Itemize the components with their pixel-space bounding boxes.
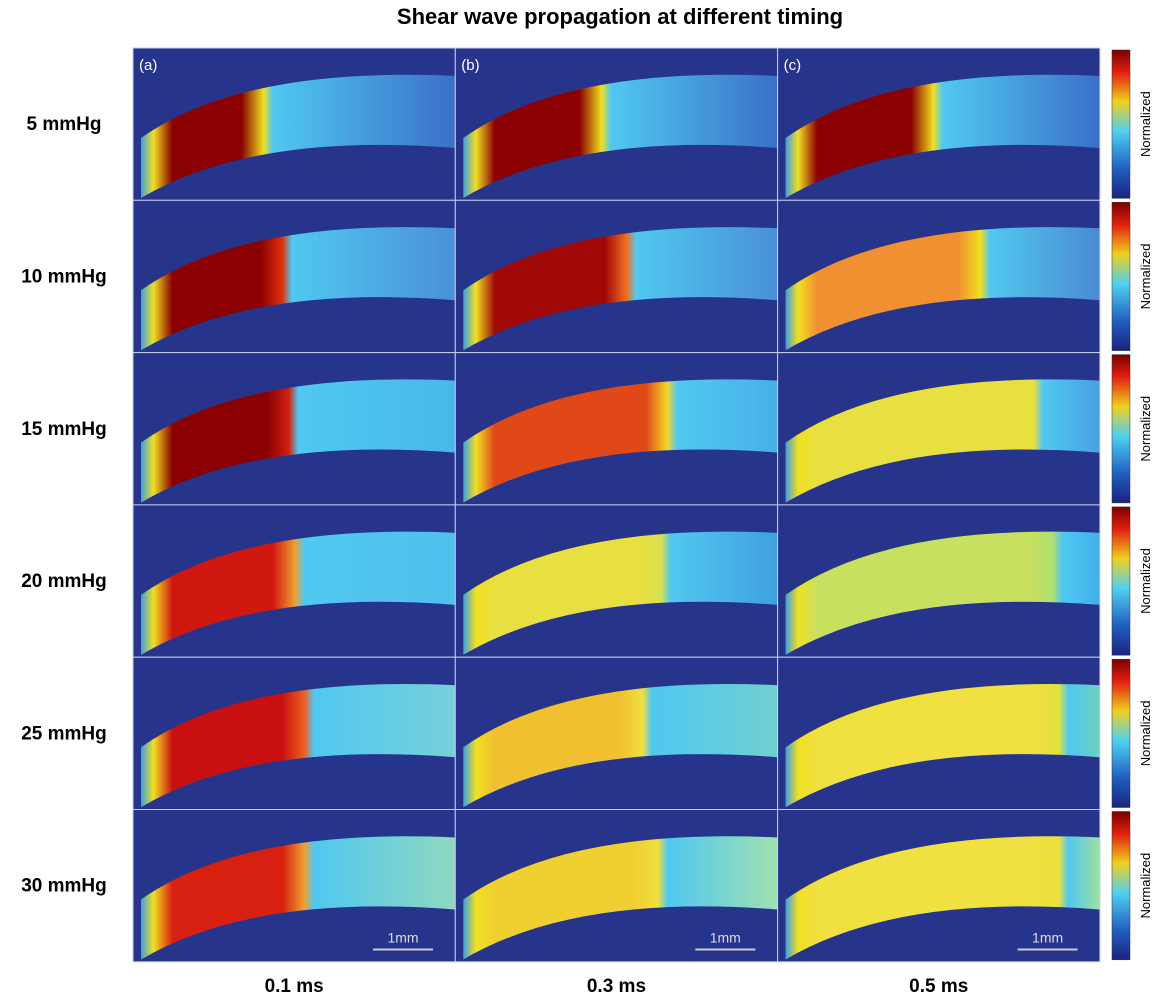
tissue-band	[463, 683, 778, 808]
row-label: 15 mmHg	[21, 419, 107, 440]
tissue-band	[785, 683, 1100, 808]
row-label: 5 mmHg	[27, 114, 102, 135]
panel	[777, 352, 1101, 506]
panel	[132, 504, 456, 658]
row-label: 10 mmHg	[21, 266, 107, 287]
panel-border	[777, 809, 1101, 963]
column-label: 0.5 ms	[909, 976, 968, 997]
colorbar-label: Normalized	[1138, 91, 1153, 157]
tissue-band	[785, 74, 1100, 198]
panel	[454, 504, 779, 658]
tissue-band	[141, 531, 456, 655]
panel	[454, 199, 779, 354]
panel: (b)	[454, 47, 779, 201]
colorbar-label: Normalized	[1138, 853, 1153, 919]
column-label: 0.1 ms	[265, 976, 324, 997]
colorbar	[1111, 202, 1131, 351]
column-label: 0.3 ms	[587, 976, 646, 997]
colorbar	[1111, 49, 1131, 199]
panel: 1mm	[777, 809, 1101, 963]
colorbar	[1111, 506, 1131, 656]
panel	[132, 656, 456, 811]
tissue-band	[463, 531, 778, 655]
row-label: 25 mmHg	[21, 723, 107, 744]
colorbar-label: Normalized	[1138, 244, 1153, 310]
row-label: 20 mmHg	[21, 571, 107, 592]
colorbar-label: Normalized	[1138, 700, 1153, 766]
colorbar-label: Normalized	[1138, 396, 1153, 462]
row-label: 30 mmHg	[21, 876, 107, 897]
tissue-band	[463, 227, 778, 351]
panel-label: (c)	[784, 57, 802, 74]
colorbar	[1111, 658, 1131, 808]
tissue-band	[463, 836, 778, 960]
panel: (c)	[777, 47, 1101, 201]
tissue-band	[141, 227, 456, 351]
tissue-band	[785, 836, 1100, 960]
panel	[777, 656, 1101, 811]
tissue-band	[785, 379, 1100, 503]
panel	[777, 504, 1101, 658]
tissue-band	[463, 74, 778, 198]
scale-bar-label: 1mm	[1032, 930, 1063, 946]
colorbar	[1111, 354, 1131, 504]
tissue-band	[141, 683, 456, 808]
panel	[454, 352, 779, 506]
panel: (a)	[132, 47, 456, 201]
scale-bar-label: 1mm	[387, 930, 418, 946]
panel	[132, 199, 456, 354]
colorbar	[1111, 811, 1131, 961]
tissue-band	[141, 379, 456, 503]
scale-bar-label: 1mm	[710, 930, 741, 946]
panel-label: (a)	[139, 57, 157, 74]
colorbar-label: Normalized	[1138, 548, 1153, 614]
panel	[454, 656, 779, 811]
panel	[132, 352, 456, 506]
tissue-band	[141, 836, 456, 960]
panel-label: (b)	[461, 57, 479, 74]
tissue-band	[463, 379, 778, 503]
tissue-band	[785, 531, 1100, 655]
panel	[777, 199, 1101, 354]
tissue-band	[785, 227, 1100, 351]
tissue-band	[141, 74, 456, 198]
figure-title: Shear wave propagation at different timi…	[397, 4, 843, 29]
panel: 1mm	[132, 809, 456, 963]
panel: 1mm	[454, 809, 779, 963]
